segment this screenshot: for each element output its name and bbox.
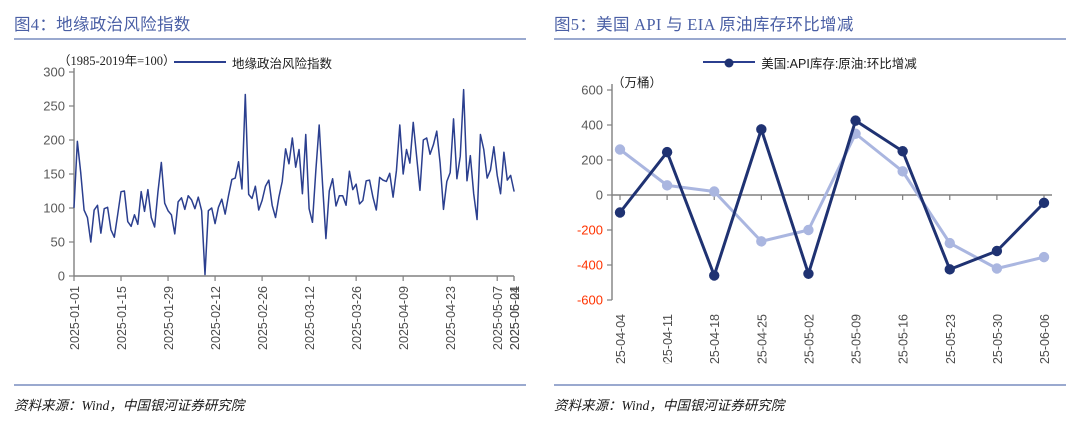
data-point-marker — [1038, 197, 1050, 209]
x-axis-tick-label: 2025-05-16 — [897, 314, 911, 364]
data-point-marker — [897, 146, 908, 157]
y-axis-tick-label: 300 — [43, 65, 65, 80]
data-point-marker — [803, 268, 814, 279]
figure-5-plot: -600 -400 -200 0 200 400 600 2025-04-04 2025-04-… — [577, 83, 1052, 364]
data-point-marker — [709, 186, 720, 197]
data-point-marker — [756, 124, 767, 135]
data-point-marker — [756, 236, 767, 247]
x-axis-tick-label: 2025-02-12 — [209, 286, 223, 350]
x-axis-tick-label: 2025-01-29 — [162, 286, 176, 350]
legend-line-marker-icon — [703, 58, 756, 68]
y-axis-tick-label: 200 — [581, 153, 603, 168]
figure-5-legend-label: 美国:API库存:原油:环比增减 — [761, 56, 917, 71]
figure-4-legend-label: 地缘政治风险指数 — [232, 56, 333, 71]
figure-5-title-divider — [554, 38, 1066, 40]
legend-line-icon — [174, 61, 226, 63]
data-point-marker — [944, 237, 955, 249]
x-axis-tick-label: 2025-05-02 — [802, 314, 816, 364]
x-axis-tick-label: 2025-04-18 — [708, 314, 722, 364]
x-axis-tick-label: 2025-05-07 — [491, 286, 505, 350]
figure-4-title-divider — [14, 38, 526, 40]
figure-4-source: 资料来源：Wind，中国银河证券研究院 — [14, 398, 245, 413]
data-point-marker — [897, 166, 908, 177]
y-axis-tick-label: -600 — [577, 293, 603, 308]
figure-4-footer-divider — [14, 384, 526, 386]
x-axis-tick-label: 2025-05-30 — [991, 314, 1005, 364]
figure-5-unit-label: （万桶） — [612, 76, 663, 90]
y-axis-tick-label: 150 — [43, 167, 65, 182]
x-axis-tick-label: 2025-04-11 — [661, 314, 675, 364]
x-axis-tick-label: 2025-04-04 — [614, 314, 628, 364]
y-axis-tick-label: 0 — [58, 269, 65, 284]
x-axis-tick-label: 2025-04-25 — [755, 314, 769, 364]
x-axis-tick-label: 2025-03-26 — [350, 286, 364, 350]
figure-4-title: 图4：地缘政治风险指数 — [14, 15, 191, 34]
x-axis-tick-label: 2025-06-04 — [508, 286, 522, 350]
x-axis-tick-label: 2025-04-09 — [397, 286, 411, 350]
data-point-marker — [614, 144, 626, 155]
x-axis-tick-label: 2025-01-15 — [115, 286, 129, 350]
x-axis-tick-label: 2025-01-01 — [68, 286, 82, 350]
x-axis-tick-label: 2025-05-21 — [508, 286, 522, 350]
x-axis-tick-label: 2025-06-06 — [1038, 314, 1052, 364]
figure-5-chart: （万桶） 美国:API库存:原油:环比增减 -600 -400 -200 0 200 40… — [554, 44, 1066, 388]
series-line-eia — [618, 132, 1046, 270]
data-point-marker — [661, 180, 673, 191]
data-point-marker — [1038, 251, 1050, 263]
x-axis-tick-label: 2025-05-09 — [850, 314, 864, 364]
data-point-marker — [614, 207, 626, 218]
data-point-marker — [709, 270, 720, 281]
data-point-marker — [803, 224, 814, 236]
figure-5-source: 资料来源：Wind，中国银河证券研究院 — [554, 398, 785, 413]
data-point-marker — [991, 263, 1003, 274]
y-axis-tick-label: 200 — [43, 133, 65, 148]
y-axis-tick-label: 250 — [43, 99, 65, 114]
figure-4-unit-label: （1985-2019年=100） — [58, 54, 176, 68]
figure-4-plot: 0 50 100 150 200 250 300 2025-01-01 2025-01-15 20… — [43, 65, 522, 350]
x-axis-tick-label: 2025-03-12 — [303, 286, 317, 350]
y-axis-tick-label: 600 — [581, 83, 603, 98]
figure-4-chart: （1985-2019年=100） 地缘政治风险指数 0 50 100 150 200 25… — [14, 44, 526, 388]
x-axis-tick-label: 2025-04-23 — [444, 286, 458, 350]
data-point-marker — [661, 146, 673, 158]
y-axis-tick-label: -200 — [577, 223, 603, 238]
x-axis-tick-label: 2025-05-23 — [944, 314, 958, 364]
data-point-marker — [850, 115, 861, 126]
y-axis-tick-label: 100 — [43, 201, 65, 216]
figure-panel-4: 图4：地缘政治风险指数 （1985-2019年=100） 地缘政治风险指数 0 5… — [14, 15, 526, 413]
y-axis-tick-label: -400 — [577, 258, 603, 273]
y-axis-tick-label: 0 — [596, 188, 603, 203]
x-axis-tick-label: 2025-02-26 — [256, 286, 270, 350]
figure-5-footer-divider — [554, 384, 1066, 386]
figure-panel-5: 图5：美国 API 与 EIA 原油库存环比增减 （万桶） 美国:API库存:原… — [540, 0, 1080, 438]
figure-5-legend: 美国:API库存:原油:环比增减 — [554, 52, 1066, 72]
figure-5-title: 图5：美国 API 与 EIA 原油库存环比增减 — [554, 15, 854, 34]
figure-4-legend: 地缘政治风险指数 — [14, 52, 526, 72]
legend-dot-icon — [724, 58, 734, 68]
y-axis-tick-label: 50 — [51, 235, 65, 250]
data-point-marker — [944, 264, 955, 275]
series-line-api — [618, 119, 1046, 277]
data-point-marker — [991, 245, 1003, 257]
y-axis-tick-label: 400 — [581, 118, 603, 133]
series-line-gpr — [73, 88, 515, 276]
